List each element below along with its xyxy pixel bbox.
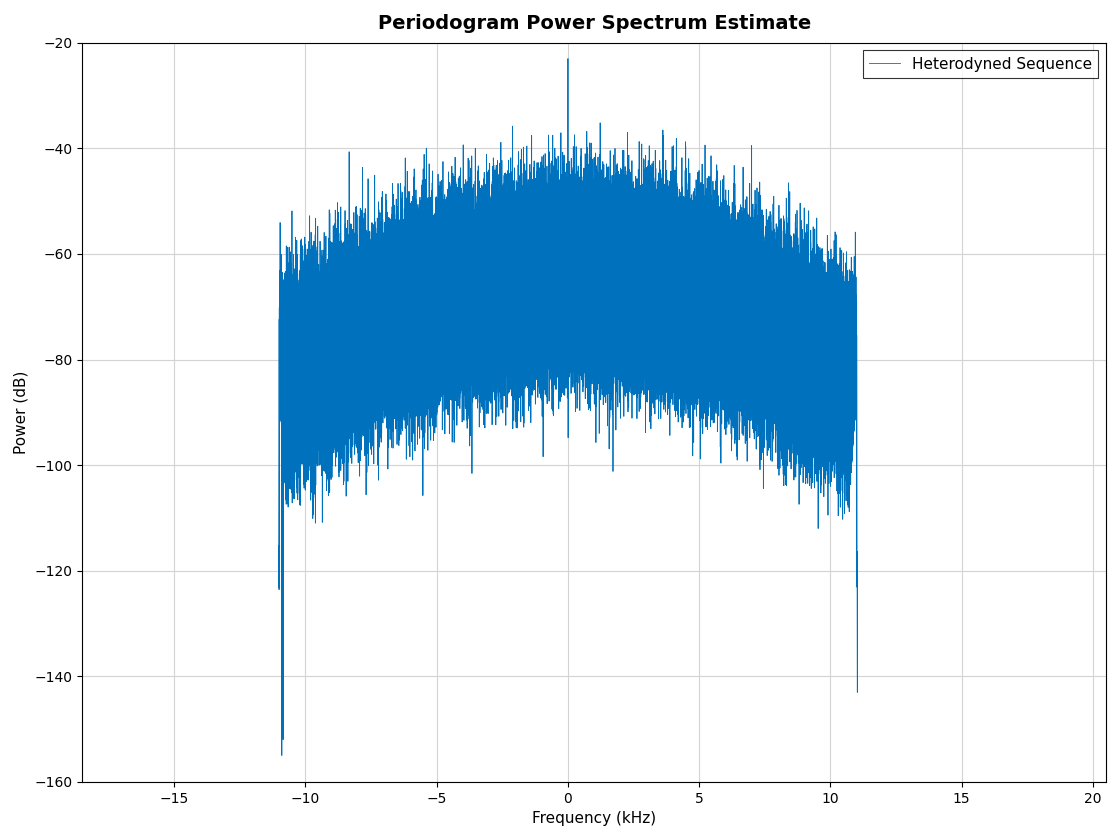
Y-axis label: Power (dB): Power (dB)	[13, 370, 29, 454]
Heterodyned Sequence	[532, 310, 545, 320]
Heterodyned Sequence	[851, 687, 865, 697]
X-axis label: Frequency (kHz): Frequency (kHz)	[532, 811, 656, 826]
Heterodyned Sequence	[276, 750, 289, 760]
Heterodyned Sequence	[734, 386, 747, 396]
Title: Periodogram Power Spectrum Estimate: Periodogram Power Spectrum Estimate	[377, 14, 811, 33]
Legend: Heterodyned Sequence: Heterodyned Sequence	[864, 50, 1099, 77]
Heterodyned Sequence	[661, 332, 674, 342]
Line: Heterodyned Sequence: Heterodyned Sequence	[279, 59, 858, 755]
Heterodyned Sequence	[629, 304, 643, 314]
Heterodyned Sequence	[272, 577, 286, 587]
Heterodyned Sequence	[491, 344, 504, 354]
Heterodyned Sequence	[561, 54, 575, 64]
Heterodyned Sequence	[300, 374, 314, 384]
